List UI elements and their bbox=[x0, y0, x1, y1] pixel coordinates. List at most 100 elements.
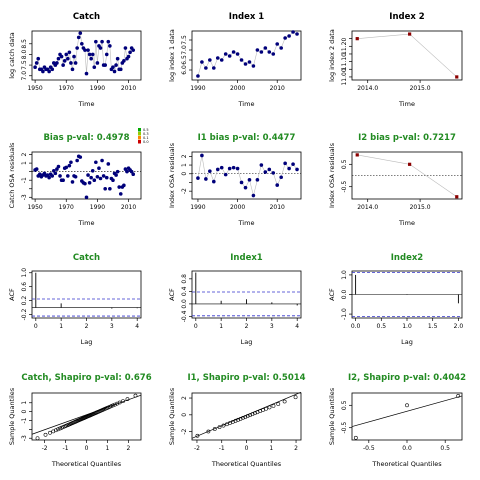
x-axis-label: Time bbox=[78, 100, 95, 108]
data-point bbox=[83, 48, 87, 52]
y-tick-label: 7.5 bbox=[181, 35, 188, 45]
data-point bbox=[98, 46, 103, 50]
legend-swatch bbox=[138, 132, 141, 136]
x-axis-label: Time bbox=[398, 100, 415, 108]
data-point bbox=[271, 52, 276, 56]
data-point bbox=[117, 400, 122, 405]
data-point bbox=[293, 395, 298, 400]
data-point bbox=[267, 167, 272, 172]
data-point bbox=[67, 163, 72, 168]
x-tick-label: 1970 bbox=[59, 85, 74, 92]
data-point bbox=[73, 61, 78, 65]
panel-10: Catch, Shapiro p-val: 0.676 -2 -1 0 1 2 -3 -1 0 1… bbox=[8, 373, 152, 468]
data-point bbox=[215, 56, 220, 60]
data-point bbox=[84, 195, 89, 200]
x-axis-label: Time bbox=[238, 219, 255, 227]
data-point bbox=[61, 63, 65, 67]
x-tick-label: -2 bbox=[42, 445, 48, 452]
data-point bbox=[128, 50, 132, 55]
panel-title: I1, Shapiro p-val: 0.5014 bbox=[187, 373, 305, 383]
legend-swatch bbox=[138, 140, 141, 144]
data-point bbox=[355, 153, 359, 157]
x-axis-label: Time bbox=[78, 219, 95, 227]
x-tick-label: 0.0 bbox=[351, 323, 361, 330]
data-point bbox=[72, 54, 76, 59]
data-point bbox=[264, 406, 269, 411]
x-tick-label: 2 bbox=[127, 445, 131, 452]
panel-title: Catch bbox=[73, 253, 100, 263]
data-point bbox=[295, 167, 299, 172]
data-point bbox=[248, 413, 252, 417]
plot-frame bbox=[31, 270, 142, 319]
panel-2: Index 1 1990 2000 2010 6.06.57.07.5 Time log i… bbox=[168, 12, 302, 108]
data-point bbox=[224, 422, 229, 427]
x-tick-label: 1.0 bbox=[402, 323, 412, 330]
data-point bbox=[80, 41, 84, 46]
x-tick-label: 2000 bbox=[230, 85, 245, 92]
data-point bbox=[48, 430, 52, 435]
y-tick-label: 1 bbox=[181, 163, 188, 167]
x-tick-label: 2010 bbox=[121, 204, 136, 211]
x-tick-label: 2000 bbox=[230, 204, 245, 211]
y-tick-label: 2 bbox=[181, 154, 188, 158]
plot-frame bbox=[351, 30, 463, 81]
data-point bbox=[243, 415, 248, 419]
data-point bbox=[122, 59, 126, 63]
qq-reference-line bbox=[31, 394, 142, 435]
y-tick-label: 0.4 bbox=[181, 286, 188, 296]
plot-frame bbox=[351, 392, 463, 441]
data-point bbox=[196, 176, 200, 180]
data-point bbox=[100, 158, 104, 163]
data-point bbox=[76, 35, 81, 40]
data-point bbox=[41, 69, 45, 74]
panel-title: Bias p-val: 0.4978 bbox=[43, 133, 129, 143]
data-point bbox=[271, 171, 276, 175]
data-point bbox=[208, 169, 212, 173]
data-point bbox=[259, 163, 264, 167]
data-point bbox=[118, 67, 123, 72]
data-point bbox=[287, 34, 291, 38]
data-point bbox=[208, 58, 212, 62]
y-tick-label: -0.4 bbox=[181, 310, 188, 322]
data-point bbox=[100, 39, 104, 44]
data-point bbox=[259, 50, 264, 54]
data-point bbox=[247, 178, 252, 182]
data-point bbox=[90, 169, 95, 173]
data-point bbox=[43, 432, 48, 437]
data-point bbox=[219, 58, 224, 62]
panel-6: I2 bias p-val: 0.7217 2014.0 2015.0 -0.5 0.5… bbox=[328, 133, 463, 227]
data-point bbox=[75, 158, 79, 163]
y-tick-label: 0.8 bbox=[181, 274, 188, 284]
data-point bbox=[291, 162, 295, 166]
data-point bbox=[103, 186, 107, 191]
x-tick-label: 1990 bbox=[190, 85, 205, 92]
data-point bbox=[255, 48, 260, 52]
data-point bbox=[62, 59, 67, 63]
panel-7: Catch 0 1 2 3 4 -0.2 0.2 0.6 1.0 Lag ACF bbox=[8, 253, 142, 346]
data-point bbox=[111, 65, 115, 70]
x-axis-label: Lag bbox=[401, 338, 413, 346]
x-tick-label: 3 bbox=[110, 323, 114, 330]
x-axis-label: Lag bbox=[81, 338, 93, 346]
x-tick-label: 1990 bbox=[90, 85, 105, 92]
data-point bbox=[196, 74, 200, 78]
y-tick-label: 11.20 bbox=[341, 38, 348, 55]
y-tick-label: 0 bbox=[181, 172, 188, 176]
data-point bbox=[59, 54, 64, 59]
x-tick-label: 2010 bbox=[121, 85, 136, 92]
data-point bbox=[114, 63, 118, 67]
series-line bbox=[357, 33, 457, 78]
y-tick-label: 0.0 bbox=[181, 299, 188, 309]
panel-title: I1 bias p-val: 0.4477 bbox=[198, 133, 296, 143]
data-point bbox=[66, 174, 70, 178]
data-point bbox=[243, 185, 248, 190]
x-tick-label: 0 bbox=[85, 445, 89, 452]
data-point bbox=[113, 402, 117, 407]
x-tick-label: 1 bbox=[106, 445, 110, 452]
x-tick-label: 1 bbox=[219, 323, 223, 330]
x-tick-label: 0.5 bbox=[377, 323, 387, 330]
data-point bbox=[53, 171, 58, 176]
y-axis-label: Catch OSA residuals bbox=[8, 142, 16, 208]
panel-title: Catch bbox=[73, 12, 100, 22]
data-point bbox=[408, 162, 412, 166]
